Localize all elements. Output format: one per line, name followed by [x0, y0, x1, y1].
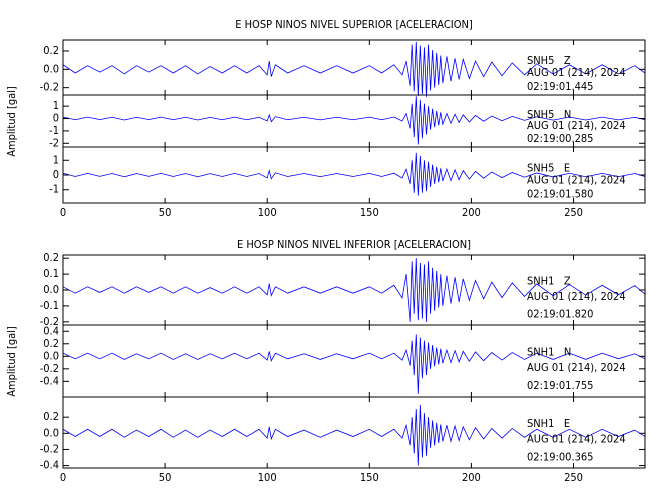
y-tick-label: -0.4: [40, 374, 59, 387]
y-axis-label: Amplitud [gal]: [5, 86, 18, 157]
y-tick-label: -0.4: [40, 459, 59, 472]
y-tick-label: 0.0: [43, 349, 59, 362]
station-label: SNH1 E: [527, 417, 570, 430]
x-tick-label: 0: [60, 206, 66, 219]
x-tick-label: 0: [60, 471, 66, 484]
x-tick-label: 200: [462, 206, 481, 219]
x-tick-label: 50: [159, 471, 172, 484]
y-tick-label: 0.1: [43, 267, 59, 280]
y-tick-label: 1: [53, 153, 59, 166]
x-tick-label: 100: [258, 206, 277, 219]
y-tick-label: 0.2: [43, 410, 59, 423]
panel-frame: [62, 396, 646, 469]
x-tick-label: 250: [564, 206, 583, 219]
time-label: 02:19:01.580: [527, 188, 593, 201]
y-tick-label: 0.0: [43, 426, 59, 439]
y-tick-label: 0.2: [43, 44, 59, 57]
time-label: 02:19:01.820: [527, 308, 593, 321]
x-tick-label: 150: [360, 471, 379, 484]
date-label: AUG 01 (214), 2024: [527, 433, 626, 446]
y-tick-label: -0.2: [40, 442, 59, 455]
date-label: AUG 01 (214), 2024: [527, 290, 626, 303]
y-tick-label: -0.2: [40, 315, 59, 328]
x-tick-label: 150: [360, 206, 379, 219]
x-tick-label: 250: [564, 471, 583, 484]
date-label: AUG 01 (214), 2024: [527, 361, 626, 374]
date-label: AUG 01 (214), 2024: [527, 174, 626, 187]
time-label: 02:19:01.755: [527, 379, 593, 392]
time-label: 02:19:00.285: [527, 132, 593, 145]
y-tick-label: 0.0: [43, 283, 59, 296]
y-tick-label: -0.2: [40, 362, 59, 375]
y-tick-label: 0: [53, 168, 59, 181]
waveform-trace: [62, 96, 646, 145]
y-tick-label: -0.1: [40, 299, 59, 312]
date-label: AUG 01 (214), 2024: [527, 119, 626, 132]
x-tick-label: 100: [258, 471, 277, 484]
station-label: SNH1 Z: [527, 275, 571, 288]
station-label: SNH5 E: [527, 161, 570, 174]
y-tick-label: 0.0: [43, 62, 59, 75]
waveform-trace: [62, 405, 646, 466]
y-tick-label: -1: [49, 183, 59, 196]
x-tick-label: 200: [462, 471, 481, 484]
date-label: AUG 01 (214), 2024: [527, 66, 626, 79]
waveform-trace: [62, 152, 646, 196]
waveform-trace: [62, 258, 646, 322]
station-label: SNH1 N: [527, 345, 571, 358]
station-label: SNH5 N: [527, 108, 571, 121]
waveform-trace: [62, 41, 646, 97]
y-tick-label: 0.2: [43, 251, 59, 264]
y-axis-label: Amplitud [gal]: [5, 326, 18, 397]
chart-title: E HOSP NINOS NIVEL INFERIOR [ACELERACION…: [237, 238, 471, 251]
y-tick-label: -2: [49, 136, 59, 149]
y-tick-label: -1: [49, 124, 59, 137]
x-tick-label: 50: [159, 206, 172, 219]
y-tick-label: 0.4: [43, 324, 59, 337]
chart-title: E HOSP NINOS NIVEL SUPERIOR [ACELERACION…: [235, 18, 473, 31]
waveform-trace: [62, 334, 646, 394]
y-tick-label: 1: [53, 99, 59, 112]
y-tick-label: 0: [53, 112, 59, 125]
y-tick-label: -0.2: [40, 81, 59, 94]
station-label: SNH5 Z: [527, 54, 571, 67]
time-label: 02:19:00.365: [527, 450, 593, 463]
time-label: 02:19:01.445: [527, 80, 593, 93]
y-tick-label: 0.2: [43, 337, 59, 350]
